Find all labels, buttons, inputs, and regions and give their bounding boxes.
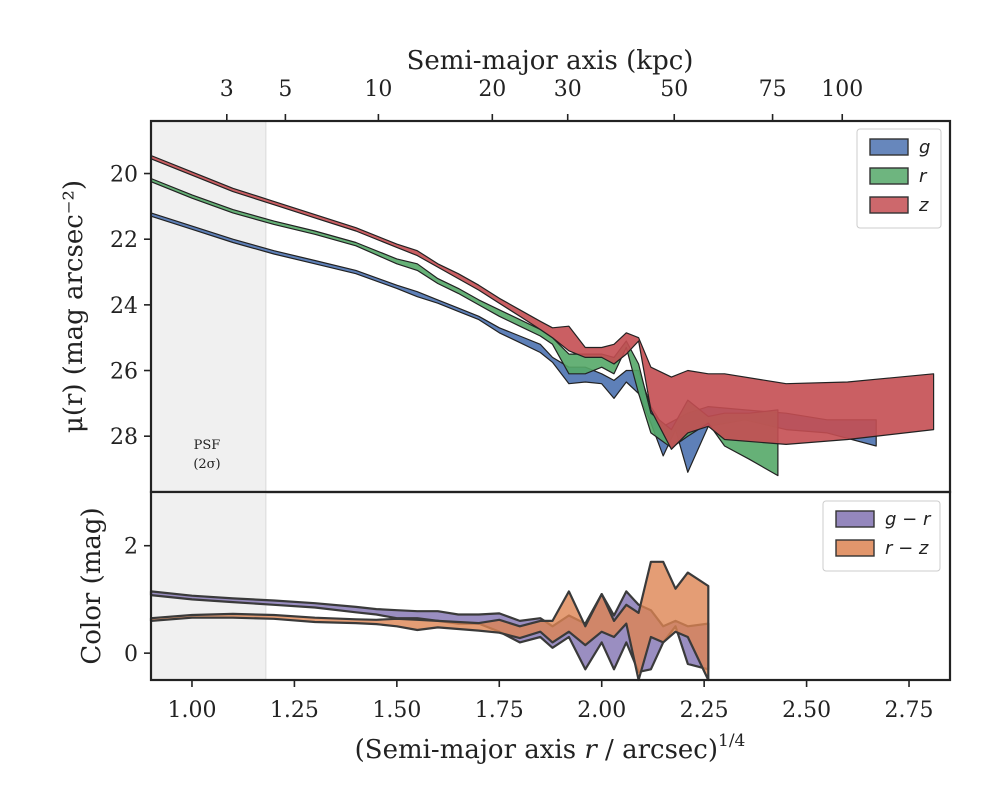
area-r (150, 177, 779, 477)
kpc-axis-ticks: 3 5 10 20 30 50 75 100 (220, 77, 863, 121)
arcsec-tick-label: 2.00 (577, 698, 626, 723)
arcsec-tick-label: 1.50 (372, 698, 421, 723)
psf-shaded-region (151, 121, 266, 492)
legend-label: z (918, 195, 929, 216)
arcsec-tick-label: 1.75 (475, 698, 524, 723)
kpc-tick-label: 3 (220, 77, 234, 102)
legend-swatch (869, 196, 909, 214)
ytick-label: 22 (110, 228, 138, 253)
legend-label: r (919, 166, 928, 187)
ytick-label: 28 (110, 425, 138, 450)
profile-areas (150, 154, 935, 477)
kpc-tick-label: 75 (759, 77, 787, 102)
arcsec-axis-label-exp: 1/4 (718, 731, 745, 751)
profile-y-axis-label: μ(r) (mag arcsec⁻²) (59, 180, 89, 433)
psf-shaded-region-color (151, 492, 266, 680)
legend-swatch (869, 138, 909, 156)
legend-label: g − r (885, 509, 932, 530)
profile-legend: grz (856, 128, 942, 229)
color-axes-frame (149, 490, 952, 682)
legend-swatch (835, 510, 875, 528)
kpc-tick-label: 5 (278, 77, 292, 102)
arcsec-axis-label-var: r (584, 735, 598, 765)
arcsec-tick-label: 2.50 (782, 698, 831, 723)
arcsec-tick-label: 2.75 (885, 698, 934, 723)
arcsec-axis-label-tail: / arcsec) (597, 735, 718, 765)
ytick-label: 24 (110, 294, 138, 319)
legend-label: g (919, 137, 930, 158)
color-y-ticks: 02 (124, 535, 151, 667)
legend-swatch (869, 167, 909, 185)
arcsec-axis-label: (Semi-major axis r / arcsec)1/4 (355, 731, 746, 765)
psf-label-line2: (2σ) (193, 457, 220, 472)
arcsec-axis-label-main: (Semi-major axis (355, 735, 585, 765)
arcsec-tick-label: 2.25 (680, 698, 729, 723)
kpc-tick-label: 100 (821, 77, 863, 102)
arcsec-axis-ticks: 1.00 1.25 1.50 1.75 2.00 2.25 2.50 2.75 (167, 680, 934, 723)
color-ytick-label: 2 (124, 535, 138, 560)
arcsec-tick-label: 1.00 (167, 698, 216, 723)
kpc-tick-label: 20 (478, 77, 506, 102)
legend-label: r − z (885, 538, 929, 559)
color-y-axis-label: Color (mag) (77, 507, 107, 664)
area-z (150, 154, 935, 450)
kpc-tick-label: 30 (554, 77, 582, 102)
color-legend: g − r r − z (822, 500, 941, 572)
color-panel: 02 1.00 1.25 1.50 1.75 2.00 2.25 2.50 2.75 Colo… (77, 490, 952, 765)
profile-panel: PSF (2σ) 20 22 24 26 28 3 5 10 20 30 50 75 100 Semi… (59, 46, 952, 494)
kpc-axis-label: Semi-major axis (kpc) (407, 46, 694, 76)
ytick-label: 26 (110, 360, 138, 385)
kpc-tick-label: 10 (364, 77, 392, 102)
kpc-tick-label: 50 (660, 77, 688, 102)
legend-swatch (835, 539, 875, 557)
arcsec-tick-label: 1.25 (270, 698, 319, 723)
psf-label-line1: PSF (194, 438, 221, 453)
color-ytick-label: 0 (124, 642, 138, 667)
area-g (150, 212, 877, 473)
profile-y-ticks: 20 22 24 26 28 (110, 163, 151, 450)
ytick-label: 20 (110, 163, 138, 188)
